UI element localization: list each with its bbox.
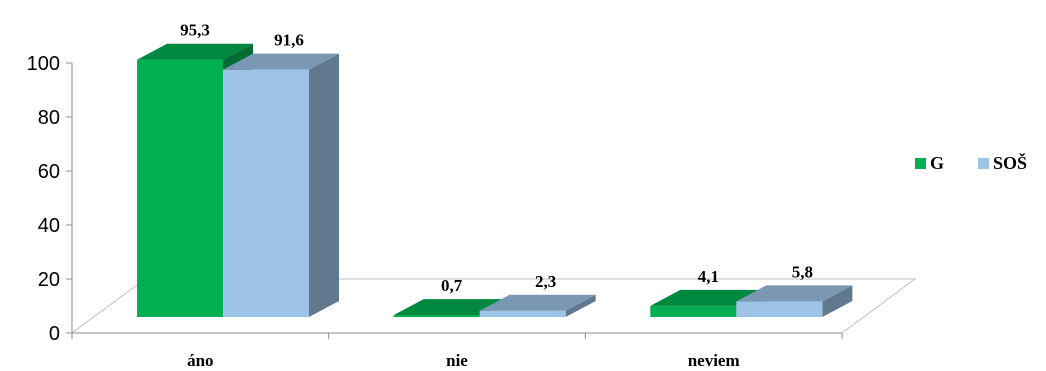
x-category-label: neviem: [688, 351, 740, 370]
y-tick-label: 40: [38, 215, 60, 237]
legend-label: G: [930, 153, 944, 173]
data-label: 2,3: [535, 272, 556, 291]
bar-side-face: [309, 53, 339, 318]
y-tick-label: 20: [38, 269, 60, 291]
data-label: 5,8: [792, 262, 813, 281]
bar-top-face: [137, 43, 253, 60]
bar-front-face: [223, 69, 309, 318]
data-label: 91,6: [274, 31, 304, 50]
bars: [137, 43, 853, 318]
bar-SOŠ-nie: [479, 294, 596, 317]
y-tick-label: 100: [27, 53, 60, 75]
bar-top-face: [223, 53, 339, 70]
data-label: 4,1: [698, 267, 719, 286]
bar-SOŠ-neviem: [736, 285, 853, 317]
bar-front-face: [479, 310, 566, 317]
y-axis: 0 20 40 60 80 100 áno nie neviem: [27, 53, 843, 370]
data-label: 95,3: [180, 21, 210, 40]
bar-side-face: [565, 294, 596, 317]
x-category-label: nie: [446, 351, 468, 370]
legend: G SOŠ: [915, 152, 1027, 173]
legend-swatch: [978, 158, 989, 169]
x-category-label: áno: [187, 351, 213, 370]
y-tick-label: 60: [38, 161, 60, 183]
y-tick-label: 80: [38, 107, 60, 129]
bar-front-face: [137, 59, 223, 317]
bar-front-face: [650, 305, 737, 317]
bar-side-face: [822, 285, 853, 317]
y-tick-label: 0: [49, 323, 60, 345]
bar-front-face: [393, 315, 480, 317]
legend-swatch: [915, 158, 926, 169]
legend-label: SOŠ: [993, 152, 1027, 173]
data-labels: 95,3 91,6 0,7 2,3 4,1 5,8: [180, 21, 813, 295]
bar-top-face: [736, 285, 853, 302]
bar-front-face: [736, 301, 823, 317]
bar-SOŠ-áno: [223, 53, 339, 318]
data-label: 0,7: [441, 276, 463, 295]
bar-top-face: [479, 294, 596, 311]
